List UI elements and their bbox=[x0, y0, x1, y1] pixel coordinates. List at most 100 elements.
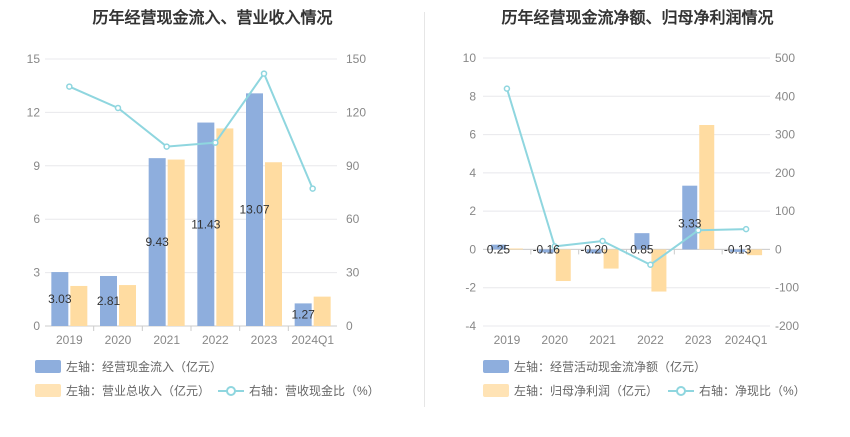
left-axis-tick-label: 10 bbox=[463, 51, 477, 65]
legend-label-cash-profit-ratio: 右轴：净现比（%） bbox=[699, 384, 806, 398]
bar-net-profit bbox=[603, 249, 619, 269]
bar-operating-cashflow bbox=[490, 244, 506, 250]
legend-item-revenue[interactable]: 左轴：营业总收入（亿元） bbox=[35, 383, 210, 399]
left-axis-tick-label: 0 bbox=[469, 242, 476, 256]
bar-value-label: 2.81 bbox=[97, 294, 121, 308]
bar-revenue bbox=[265, 162, 282, 326]
bar-operating-cashflow bbox=[730, 249, 746, 252]
bar-value-label: 3.03 bbox=[48, 292, 72, 306]
left-axis-tick-label: 6 bbox=[469, 128, 476, 142]
bar-operating-cashflow bbox=[586, 249, 602, 254]
left-axis-tick-label: 3 bbox=[33, 266, 40, 280]
category-label: 2019 bbox=[494, 333, 521, 347]
bar-value-label: 0.25 bbox=[487, 242, 511, 256]
left-axis-tick-label: 0 bbox=[33, 319, 40, 333]
bar-value-label: 13.07 bbox=[239, 203, 269, 217]
category-label: 2020 bbox=[105, 333, 132, 347]
legend-swatch-operating-cashflow bbox=[483, 360, 509, 374]
legend-label-revenue: 左轴：营业总收入（亿元） bbox=[66, 384, 211, 398]
ratio-point bbox=[309, 185, 316, 192]
right-axis-tick-label: 500 bbox=[775, 51, 795, 65]
category-label: 2020 bbox=[541, 333, 568, 347]
legend-swatch-cash-inflow bbox=[35, 360, 61, 374]
left-axis-tick-label: 12 bbox=[27, 105, 41, 119]
legend-label-cash-inflow: 左轴：经营现金流入（亿元） bbox=[66, 360, 223, 374]
bar-cash-inflow bbox=[294, 303, 312, 326]
category-label: 2024Q1 bbox=[725, 333, 768, 347]
category-label: 2022 bbox=[202, 333, 229, 347]
category-label: 2023 bbox=[251, 333, 278, 347]
right-chart-panel: 历年经营现金流净额、归母净利润情况 -4 -2 0 2 4 6 8 10 -200 -100 0 10… bbox=[425, 0, 850, 437]
left-axis-tick-label: 9 bbox=[33, 159, 40, 173]
right-axis-tick-label: 150 bbox=[346, 52, 366, 66]
bar-value-label: 9.43 bbox=[145, 235, 169, 249]
bar-value-label: 3.33 bbox=[678, 217, 702, 231]
bar-revenue bbox=[119, 285, 136, 326]
ratio-point bbox=[66, 83, 73, 90]
bar-net-profit bbox=[699, 125, 715, 250]
left-axis-tick-label: -4 bbox=[465, 319, 476, 333]
ratio-point bbox=[503, 85, 511, 92]
legend-line-icon bbox=[668, 385, 694, 396]
legend-item-operating-cashflow[interactable]: 左轴：经营活动现金流净额（亿元） bbox=[483, 359, 706, 375]
left-axis-tick-label: 4 bbox=[469, 166, 476, 180]
legend-item-net-profit[interactable]: 左轴：归母净利润（亿元） bbox=[483, 383, 658, 399]
bar-net-profit bbox=[747, 249, 763, 256]
legend-item-cash-revenue-ratio[interactable]: 右轴：营收现金比（%） bbox=[218, 383, 380, 399]
left-chart-title: 历年经营现金流入、营业收入情况 bbox=[92, 10, 333, 27]
left-axis-tick-label: 8 bbox=[469, 89, 476, 103]
ratio-point bbox=[742, 225, 750, 233]
right-axis-tick-label: 400 bbox=[775, 89, 795, 103]
right-axis-tick-label: 60 bbox=[346, 212, 360, 226]
category-label: 2023 bbox=[685, 333, 712, 347]
bar-revenue bbox=[216, 128, 234, 326]
bar-value-label: -0.13 bbox=[724, 242, 752, 256]
category-label: 2024Q1 bbox=[291, 333, 334, 347]
legend-label-net-profit: 左轴：归母净利润（亿元） bbox=[514, 384, 659, 398]
left-chart-panel: 历年经营现金流入、营业收入情况 0 3 6 9 12 15 0 30 60 90 120 150 201… bbox=[27, 10, 380, 399]
legend-swatch-net-profit bbox=[483, 384, 509, 398]
left-axis-tick-label: -2 bbox=[465, 281, 476, 295]
left-axis-tick-label: 6 bbox=[33, 212, 40, 226]
panel-divider bbox=[424, 12, 425, 407]
category-label: 2022 bbox=[637, 333, 664, 347]
bar-revenue bbox=[313, 296, 331, 326]
right-axis-tick-label: 0 bbox=[775, 242, 782, 256]
bar-cash-inflow bbox=[246, 93, 263, 326]
legend-item-cash-profit-ratio[interactable]: 右轴：净现比（%） bbox=[668, 383, 806, 399]
legend-label-operating-cashflow: 左轴：经营活动现金流净额（亿元） bbox=[514, 360, 707, 374]
bar-net-profit bbox=[507, 248, 523, 250]
ratio-point bbox=[599, 237, 606, 245]
ratio-point bbox=[695, 227, 702, 234]
ratio-point bbox=[260, 70, 268, 77]
bar-value-label: 0.85 bbox=[630, 242, 654, 256]
category-label: 2021 bbox=[589, 333, 616, 347]
right-chart-plot: -4 -2 0 2 4 6 8 10 -200 -100 0 100 200 300 400 500 2019 2… bbox=[463, 51, 800, 347]
right-axis-tick-label: 300 bbox=[775, 128, 795, 142]
category-label: 2019 bbox=[56, 333, 83, 347]
ratio-line bbox=[505, 88, 747, 266]
bar-cash-inflow bbox=[148, 158, 166, 326]
right-axis-tick-label: 30 bbox=[346, 266, 360, 280]
bar-operating-cashflow bbox=[538, 249, 554, 253]
bar-operating-cashflow bbox=[634, 233, 650, 250]
bar-revenue bbox=[167, 159, 185, 326]
bar-revenue bbox=[70, 285, 88, 326]
legend-item-cash-inflow[interactable]: 左轴：经营现金流入（亿元） bbox=[35, 359, 222, 375]
ratio-line bbox=[68, 71, 314, 189]
right-axis-tick-label: 120 bbox=[346, 105, 366, 119]
legend-label-cash-revenue-ratio: 右轴：营收现金比（%） bbox=[249, 384, 380, 398]
ratio-point bbox=[163, 143, 170, 150]
left-axis-tick-label: 2 bbox=[469, 204, 476, 218]
left-axis-tick-label: 15 bbox=[27, 52, 41, 66]
ratio-point bbox=[212, 139, 219, 146]
right-axis-tick-label: -100 bbox=[775, 281, 799, 295]
bar-value-label: -0.20 bbox=[580, 242, 608, 256]
right-axis-tick-label: 100 bbox=[775, 204, 795, 218]
right-axis-tick-label: 0 bbox=[346, 319, 353, 333]
legend-swatch-revenue bbox=[35, 384, 61, 398]
legend-line-icon bbox=[218, 385, 244, 396]
bar-value-label: 11.43 bbox=[191, 217, 220, 231]
bar-value-label: -0.16 bbox=[533, 242, 561, 256]
